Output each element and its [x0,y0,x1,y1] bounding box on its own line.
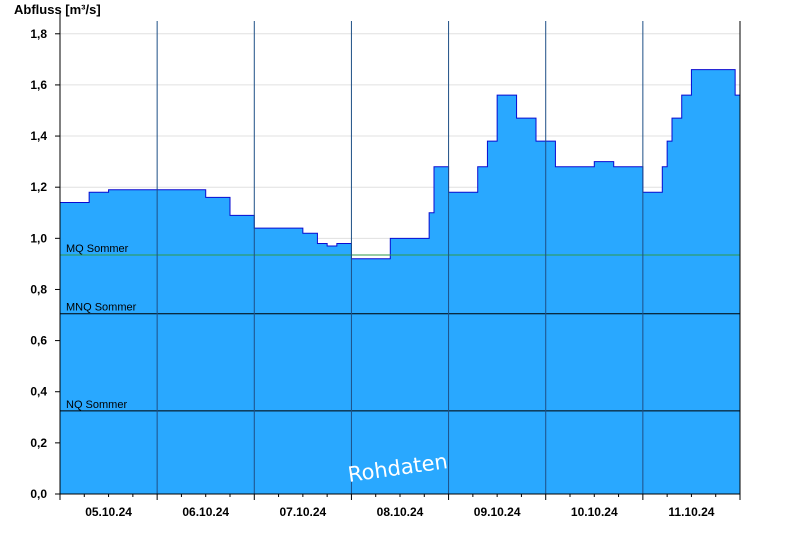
x-tick-label: 11.10.24 [668,505,714,519]
y-tick-label: 1,4 [30,129,47,143]
area-layer [60,69,741,495]
x-tick-label: 06.10.24 [182,505,229,519]
discharge-area [60,69,740,495]
y-axis-title: Abfluss [m³/s] [14,2,101,17]
x-tick-label: 10.10.24 [571,505,618,519]
y-tick-label: 1,8 [30,27,47,41]
x-tick-label: 05.10.24 [85,505,132,519]
y-tick-label: 0,6 [30,334,47,348]
day-separators [156,21,644,494]
y-tick-label: 1,6 [30,78,47,92]
y-tick-label: 1,2 [30,180,47,194]
y-tick-label: 0,8 [30,282,47,296]
reference-lines: MQ Sommer MNQ Sommer NQ Sommer [60,243,740,412]
x-tick-label: 08.10.24 [377,505,424,519]
reference-line-label: MNQ Sommer [66,302,137,314]
y-tick-label: 0,4 [30,385,47,399]
y-tick-label: 0,0 [30,487,47,501]
x-tick-label: 09.10.24 [474,505,521,519]
axes: 0,0 0,2 0,4 0,6 0,8 1,0 1,2 1,4 1,6 1,8 05.10.24 06… [30,11,741,519]
discharge-line [60,69,741,260]
y-tick-label: 1,0 [30,231,47,245]
reference-line-label: NQ Sommer [66,399,127,411]
x-tick-label: 07.10.24 [279,505,326,519]
y-tick-label: 0,2 [30,436,47,450]
reference-line-label: MQ Sommer [66,243,129,255]
